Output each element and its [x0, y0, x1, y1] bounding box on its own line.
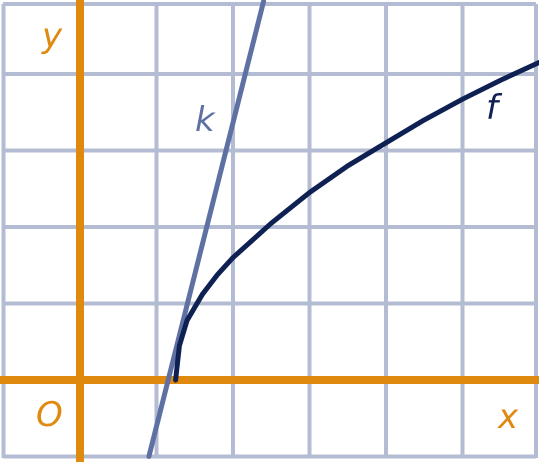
- series-f-label: f: [486, 88, 503, 128]
- x-axis-label: x: [497, 397, 519, 437]
- curves: [146, 0, 539, 459]
- origin-label: O: [36, 395, 63, 435]
- y-axis-label: y: [41, 16, 63, 56]
- series-k-line: [146, 0, 267, 459]
- series-k-label: k: [195, 100, 216, 140]
- series-f-line: [173, 60, 539, 383]
